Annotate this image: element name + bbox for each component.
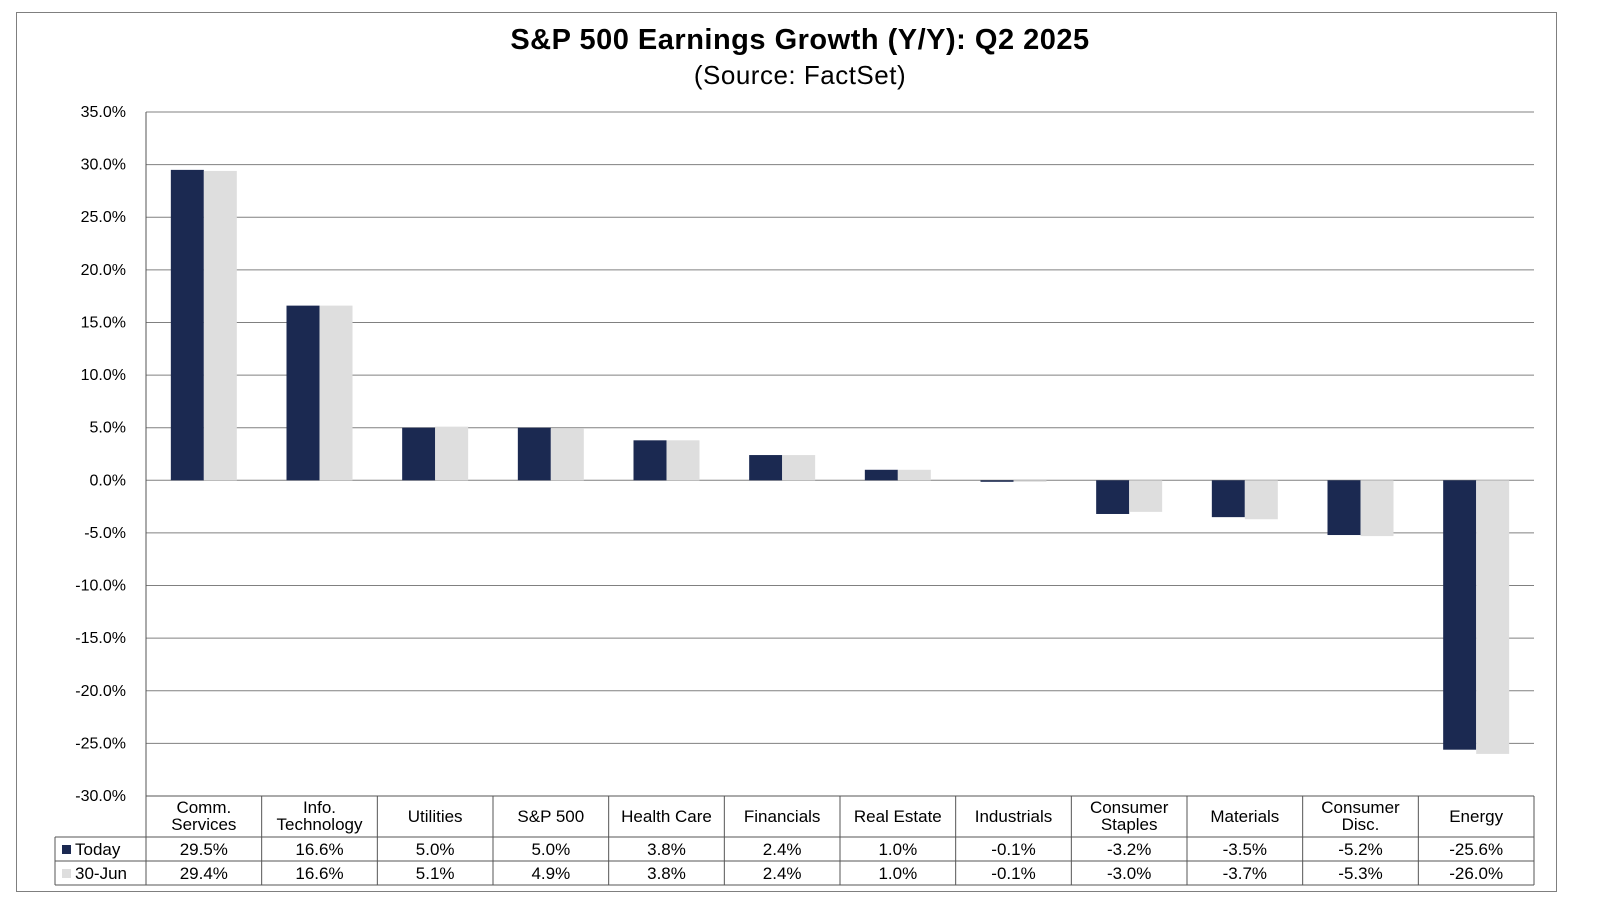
bar-today xyxy=(1096,480,1130,514)
data-table-value: -5.2% xyxy=(1338,840,1382,859)
bar-30-jun xyxy=(1476,480,1510,754)
x-category-label: Info. xyxy=(303,798,336,817)
bar-today xyxy=(1211,480,1245,518)
y-tick-label: 20.0% xyxy=(81,262,126,279)
legend-swatch-today xyxy=(62,845,71,854)
bar-30-jun xyxy=(1244,480,1278,520)
data-table-value: -0.1% xyxy=(991,864,1035,883)
data-table-value: 16.6% xyxy=(295,864,343,883)
bar-today xyxy=(517,427,551,481)
data-table-value: 16.6% xyxy=(295,840,343,859)
data-table-value: 29.5% xyxy=(180,840,228,859)
x-category-label: Disc. xyxy=(1342,815,1380,834)
bar-30-jun xyxy=(666,440,700,481)
legend-label: Today xyxy=(75,840,121,859)
y-tick-label: -5.0% xyxy=(84,525,126,542)
y-tick-label: 0.0% xyxy=(90,472,126,489)
data-table-value: 29.4% xyxy=(180,864,228,883)
bar-today xyxy=(170,169,204,481)
data-table-value: -3.5% xyxy=(1223,840,1267,859)
x-category-label: Consumer xyxy=(1090,798,1169,817)
y-tick-label: -25.0% xyxy=(75,735,126,752)
y-tick-label: 30.0% xyxy=(81,157,126,174)
chart-subtitle: (Source: FactSet) xyxy=(693,60,907,90)
y-tick-label: 15.0% xyxy=(81,314,126,331)
bar-30-jun xyxy=(897,469,931,481)
data-table-value: -3.7% xyxy=(1223,864,1267,883)
y-tick-label: -30.0% xyxy=(75,788,126,805)
bar-today xyxy=(633,440,667,481)
x-category-label: Energy xyxy=(1449,807,1503,826)
data-table-value: 2.4% xyxy=(763,864,802,883)
y-tick-label: 25.0% xyxy=(81,209,126,226)
bar-30-jun xyxy=(1013,480,1047,482)
data-table-value: -3.0% xyxy=(1107,864,1151,883)
y-tick-label: -10.0% xyxy=(75,578,126,595)
bar-today xyxy=(286,305,320,481)
data-table-value: 5.0% xyxy=(416,840,455,859)
x-category-label: Real Estate xyxy=(854,807,942,826)
y-tick-label: -15.0% xyxy=(75,630,126,647)
y-tick-label: -20.0% xyxy=(75,683,126,700)
bar-today xyxy=(402,427,436,481)
data-table-value: 3.8% xyxy=(647,864,686,883)
bar-today xyxy=(749,455,783,481)
legend-swatch-30-jun xyxy=(62,869,71,878)
y-tick-label: 5.0% xyxy=(90,420,126,437)
x-category-label: Staples xyxy=(1101,815,1158,834)
bar-30-jun xyxy=(550,428,584,481)
data-table-value: 5.0% xyxy=(531,840,570,859)
bar-today xyxy=(864,469,898,481)
data-table-value: 1.0% xyxy=(878,840,917,859)
legend-label: 30-Jun xyxy=(75,864,127,883)
bar-30-jun xyxy=(1129,480,1163,512)
bar-30-jun xyxy=(1360,480,1394,537)
bar-today xyxy=(980,480,1014,482)
data-table-value: -3.2% xyxy=(1107,840,1151,859)
bar-30-jun xyxy=(782,455,816,481)
x-category-label: S&P 500 xyxy=(517,807,584,826)
data-table-value: -5.3% xyxy=(1338,864,1382,883)
y-tick-label: 10.0% xyxy=(81,367,126,384)
x-category-label: Services xyxy=(171,815,236,834)
bar-30-jun xyxy=(435,426,469,481)
x-category-label: Comm. xyxy=(176,798,231,817)
bar-today xyxy=(1327,480,1361,536)
bar-30-jun xyxy=(319,305,353,481)
y-tick-label: 35.0% xyxy=(81,104,126,121)
data-table-value: -26.0% xyxy=(1449,864,1503,883)
x-category-label: Technology xyxy=(276,815,363,834)
bar-today xyxy=(1443,480,1477,750)
x-category-label: Health Care xyxy=(621,807,712,826)
x-category-label: Consumer xyxy=(1321,798,1400,817)
data-table-value: 3.8% xyxy=(647,840,686,859)
bar-30-jun xyxy=(203,170,237,481)
data-table-value: 1.0% xyxy=(878,864,917,883)
data-table-value: 2.4% xyxy=(763,840,802,859)
chart-frame xyxy=(16,12,1557,892)
data-table-value: 5.1% xyxy=(416,864,455,883)
x-category-label: Utilities xyxy=(408,807,463,826)
data-table-value: -25.6% xyxy=(1449,840,1503,859)
data-table-value: 4.9% xyxy=(531,864,570,883)
x-category-label: Materials xyxy=(1210,807,1279,826)
x-category-label: Industrials xyxy=(975,807,1052,826)
chart-title: S&P 500 Earnings Growth (Y/Y): Q2 2025 xyxy=(510,24,1090,56)
data-table-value: -0.1% xyxy=(991,840,1035,859)
x-category-label: Financials xyxy=(744,807,821,826)
